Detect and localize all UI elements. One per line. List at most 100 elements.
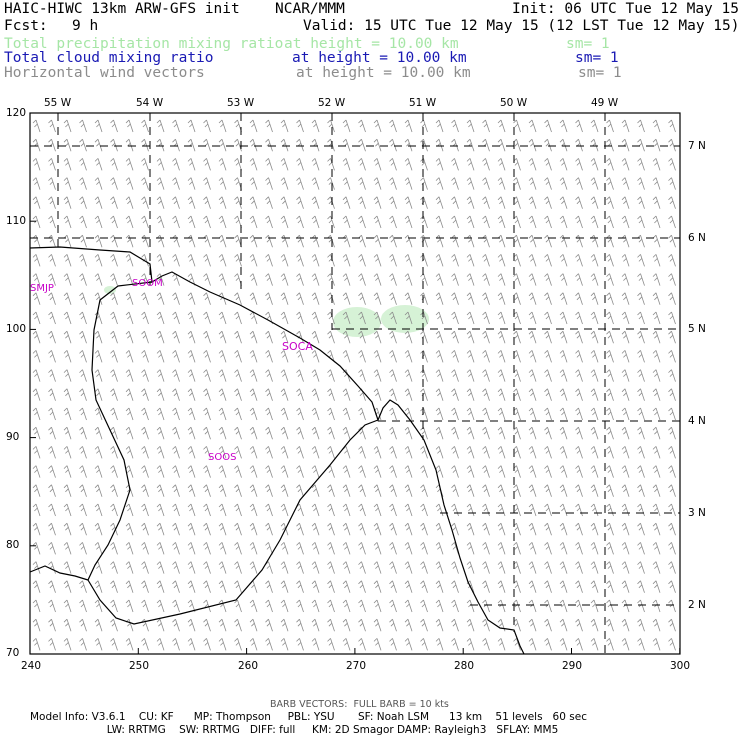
- wind-barb: [389, 503, 397, 517]
- wind-barb: [544, 158, 552, 171]
- wind-barb: [451, 177, 459, 190]
- wind-barb: [528, 388, 537, 401]
- wind-barb: [32, 580, 41, 593]
- wind-barb: [187, 254, 196, 267]
- wind-barb: [637, 119, 645, 133]
- wind-barb: [528, 638, 537, 651]
- wind-barb: [32, 177, 41, 190]
- wind-barb: [420, 292, 428, 305]
- wind-barb: [311, 465, 320, 478]
- wind-barb: [265, 196, 273, 209]
- wind-barb: [187, 350, 196, 363]
- wind-barb: [482, 426, 490, 440]
- wind-barb: [637, 330, 645, 344]
- field-cloud-height: at height = 10.00 km: [292, 50, 467, 66]
- wind-barb: [420, 254, 428, 267]
- wind-barb: [559, 369, 568, 382]
- wind-barb: [668, 350, 676, 363]
- wind-barb: [110, 407, 118, 421]
- wind-barb: [280, 292, 289, 305]
- wind-barb: [606, 503, 614, 517]
- wind-barb: [327, 426, 335, 440]
- wind-barb: [652, 350, 661, 363]
- wind-barb: [513, 465, 521, 478]
- wind-barb: [389, 254, 397, 267]
- lon-label-52w: 52 W: [318, 97, 346, 109]
- wind-barb: [187, 522, 196, 536]
- wind-barb: [621, 426, 630, 440]
- wind-barb: [125, 465, 134, 478]
- wind-barb: [156, 119, 165, 133]
- wind-barb: [420, 158, 428, 171]
- wind-barb: [621, 254, 630, 267]
- wind-barb: [575, 446, 583, 459]
- wind-barb: [156, 273, 165, 286]
- wind-barb: [32, 446, 41, 459]
- wind-barb: [373, 215, 382, 229]
- wind-barb: [203, 542, 211, 555]
- wind-barb: [249, 158, 258, 171]
- wind-barb: [652, 618, 661, 632]
- wind-barb: [125, 426, 134, 440]
- wind-barb: [94, 369, 103, 382]
- wind-barb: [544, 465, 552, 478]
- wind-barb: [358, 503, 366, 517]
- wind-barb: [218, 580, 227, 593]
- wind-barb: [110, 503, 118, 517]
- wind-barb: [606, 311, 614, 325]
- wind-barb: [389, 234, 397, 248]
- wind-barb: [265, 446, 273, 459]
- wind-barb: [187, 426, 196, 440]
- wind-barb: [218, 215, 227, 229]
- wind-barb: [637, 234, 645, 248]
- wind-barb: [141, 119, 149, 133]
- wind-barb: [621, 292, 630, 305]
- wind-barb: [420, 446, 428, 459]
- wind-barb: [637, 618, 645, 632]
- wind-barb: [528, 138, 537, 152]
- wind-barb: [528, 465, 537, 478]
- wind-barb: [559, 138, 568, 152]
- wind-barb: [156, 407, 165, 421]
- wind-barb: [435, 426, 444, 440]
- wind-barb: [218, 311, 227, 325]
- wind-barb: [528, 177, 537, 190]
- wind-barb: [63, 215, 72, 229]
- wind-barb: [234, 330, 242, 344]
- wind-barb: [590, 234, 599, 248]
- wind-barb: [482, 446, 490, 459]
- wind-barb: [63, 426, 72, 440]
- wind-barb: [466, 388, 475, 401]
- wind-barb: [637, 522, 645, 536]
- wind-barb: [621, 138, 630, 152]
- wind-barb: [234, 542, 242, 555]
- wind-barb: [451, 119, 459, 133]
- wind-barb: [373, 580, 382, 593]
- wind-barb: [637, 484, 645, 497]
- wind-barb: [528, 215, 537, 229]
- wind-barb: [373, 292, 382, 305]
- wind-barb: [296, 292, 304, 305]
- wind-barb: [327, 446, 335, 459]
- wind-barb: [559, 311, 568, 325]
- wind-barb: [265, 119, 273, 133]
- wind-barb: [94, 388, 103, 401]
- wind-barb: [389, 350, 397, 363]
- wind-barb: [32, 119, 41, 133]
- wind-barb: [544, 350, 552, 363]
- wind-barb: [141, 234, 149, 248]
- wind-barb: [94, 446, 103, 459]
- wind-barb: [249, 254, 258, 267]
- wind-barb: [327, 503, 335, 517]
- wind-barbs: [32, 119, 676, 651]
- wind-barb: [668, 138, 676, 152]
- wind-barb: [110, 234, 118, 248]
- wind-barb: [203, 138, 211, 152]
- wind-barb: [621, 369, 630, 382]
- wind-barb: [141, 503, 149, 517]
- wind-barb: [497, 292, 506, 305]
- wind-barb: [63, 196, 72, 209]
- wind-barb: [590, 138, 599, 152]
- wind-barb: [311, 311, 320, 325]
- wind-barb: [435, 407, 444, 421]
